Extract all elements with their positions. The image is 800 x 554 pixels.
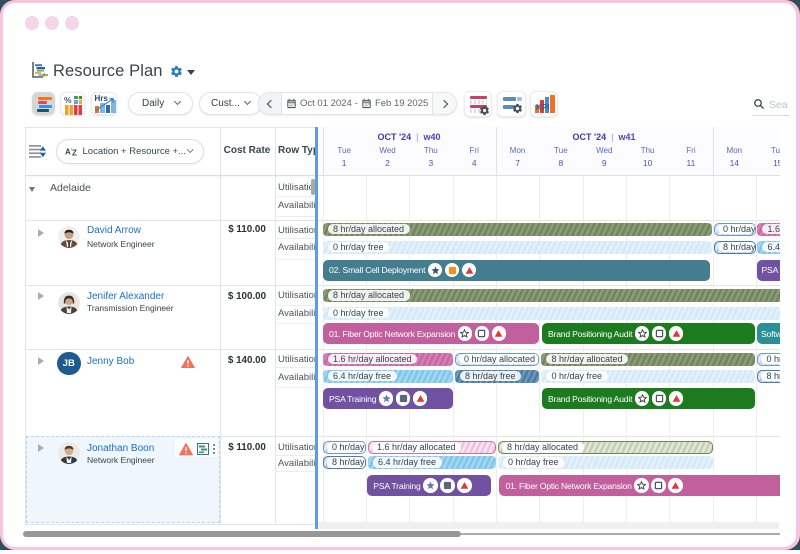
- svg-text:Z: Z: [72, 149, 77, 157]
- svg-text:A: A: [65, 148, 71, 157]
